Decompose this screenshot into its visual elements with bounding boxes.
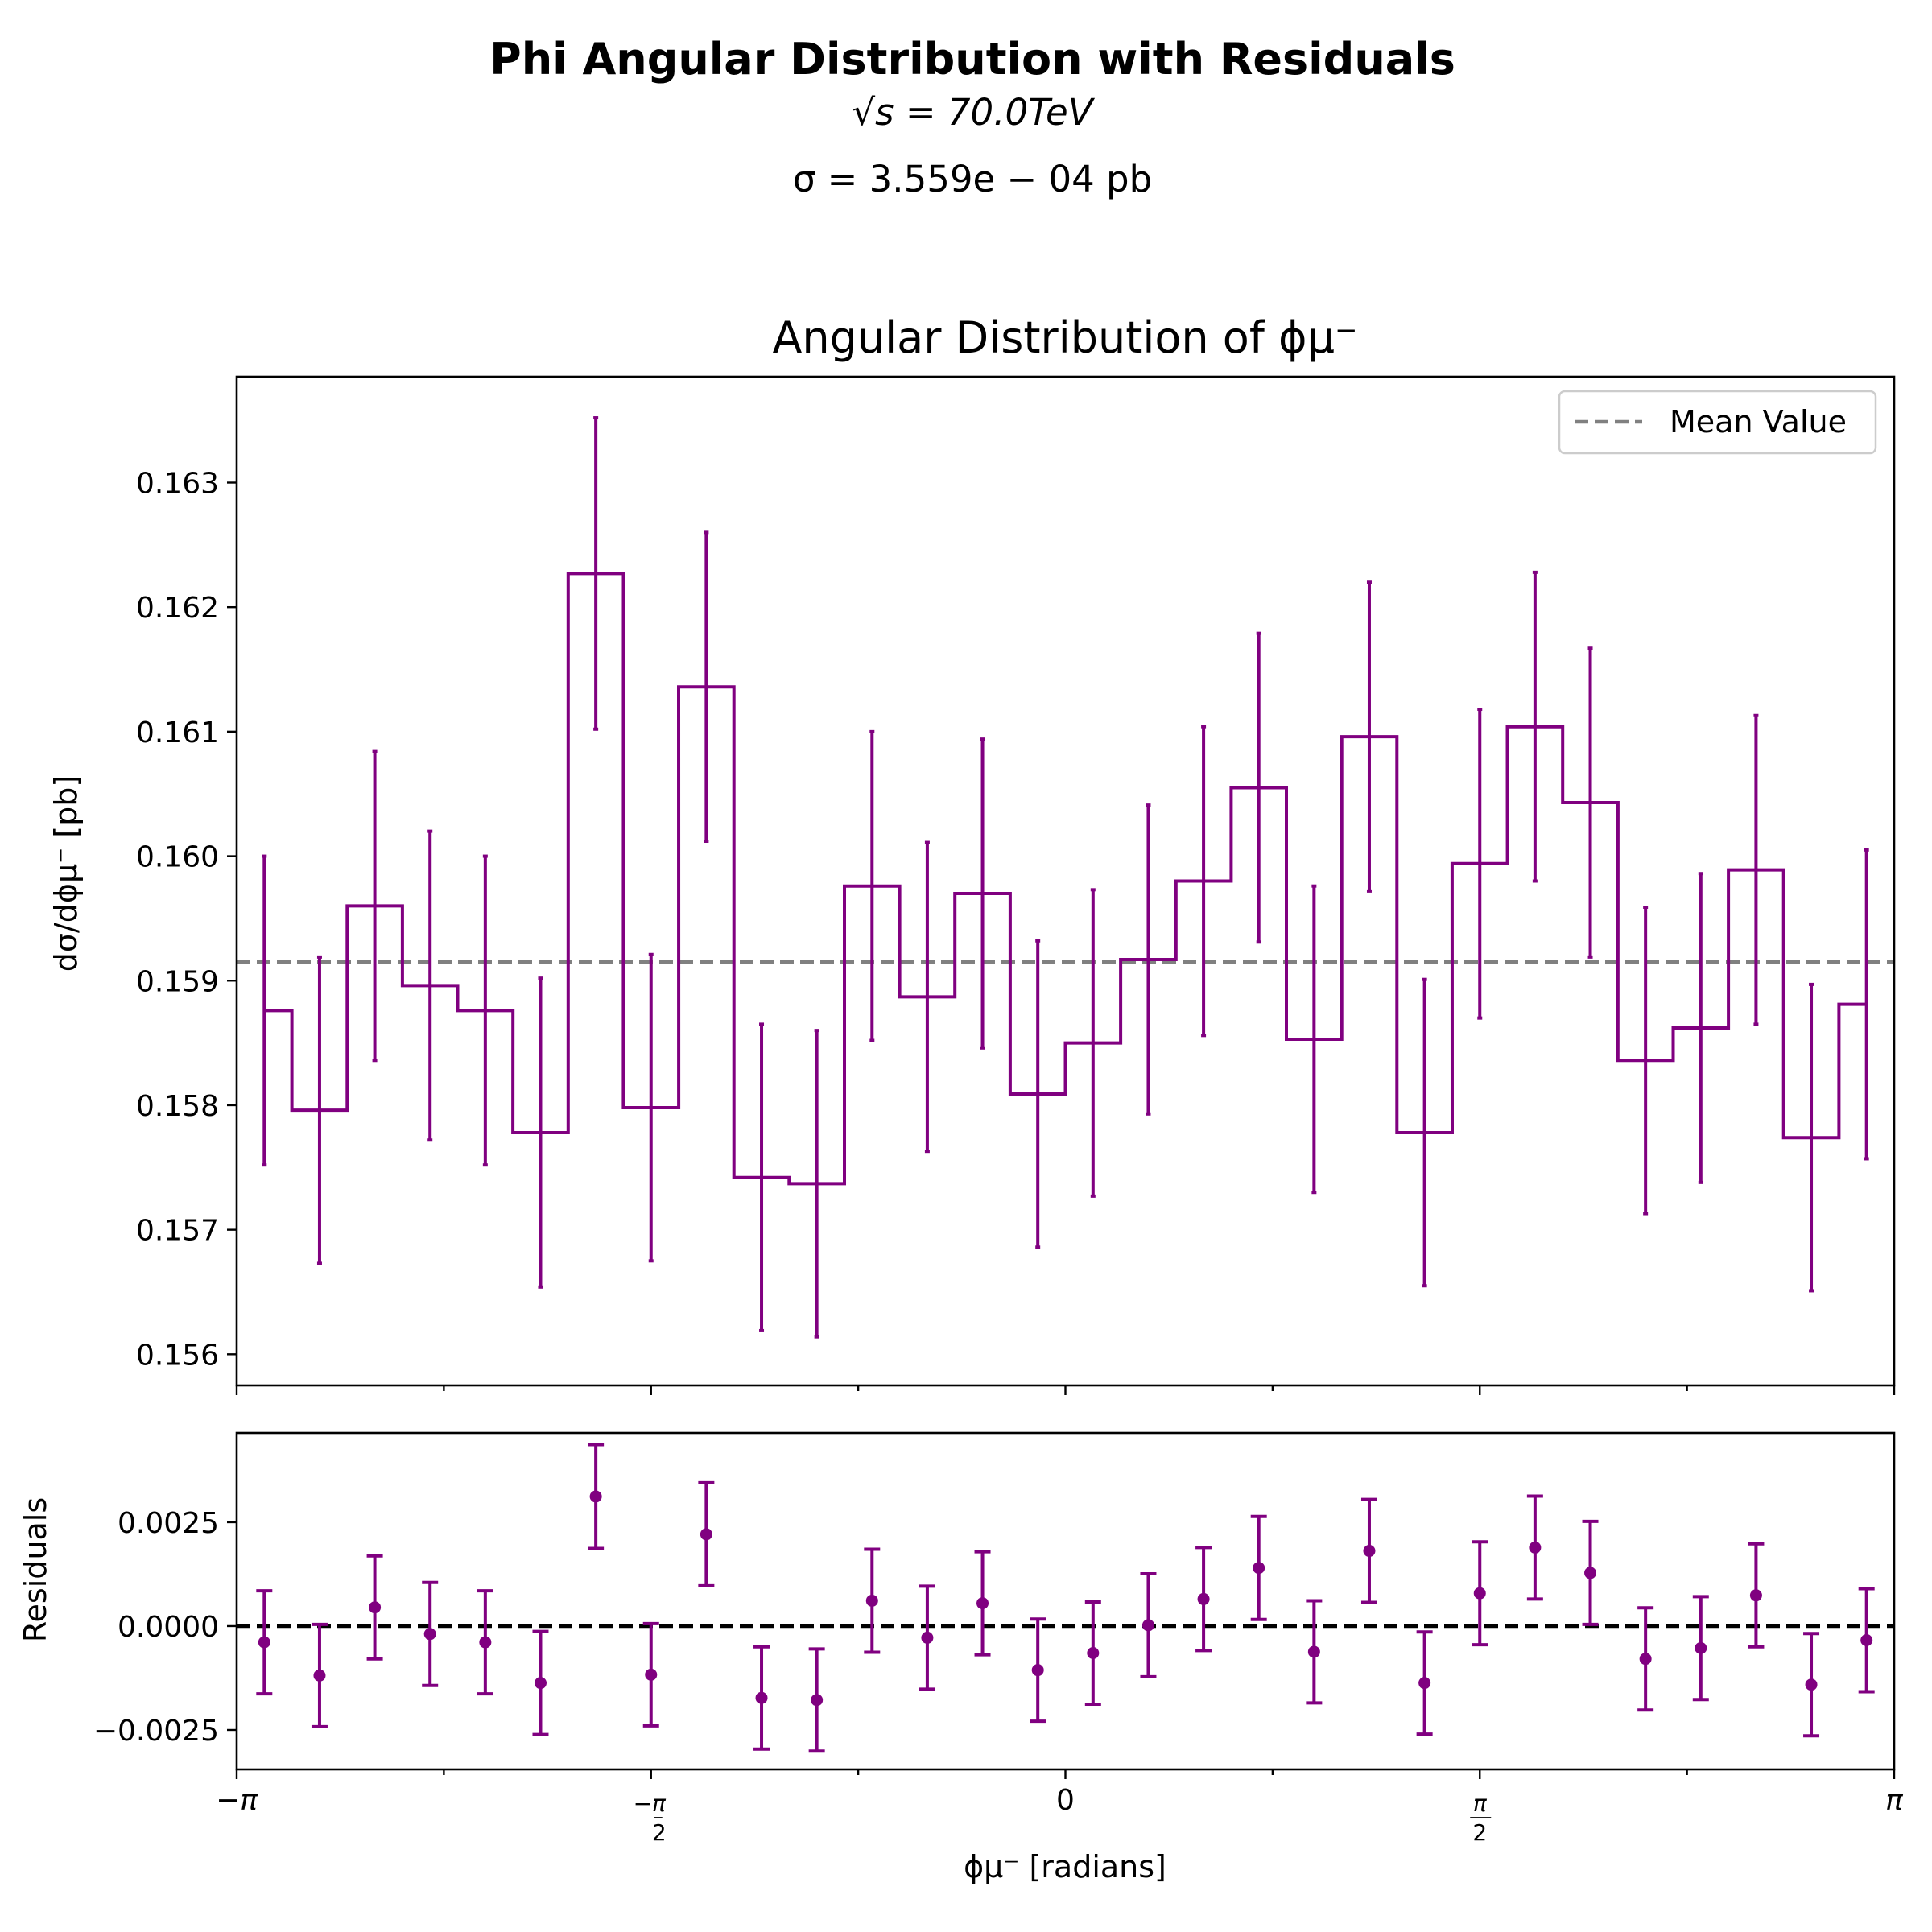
energy-label: √s = 70.0TeV bbox=[852, 91, 1095, 134]
residual-point bbox=[1749, 1589, 1762, 1602]
main-ytick-label: 0.158 bbox=[136, 1090, 219, 1123]
residuals-xtick-label: π bbox=[1473, 1790, 1488, 1817]
figure-suptitle: Phi Angular Distribution with Residuals bbox=[489, 34, 1455, 85]
main-ytick-label: 0.162 bbox=[136, 592, 219, 625]
main-ytick-label: 0.156 bbox=[136, 1339, 219, 1372]
residuals-xtick-label-den: 2 bbox=[652, 1819, 667, 1846]
residual-point bbox=[1639, 1653, 1652, 1666]
main-plot-frame bbox=[235, 375, 1896, 1387]
residuals-xlabel: ϕμ⁻ [radians] bbox=[964, 1849, 1166, 1885]
residual-point bbox=[645, 1668, 658, 1681]
residual-point bbox=[865, 1594, 878, 1607]
legend: Mean Value bbox=[1558, 390, 1877, 455]
residuals-points bbox=[256, 1443, 1875, 1753]
main-ytick-label: 0.161 bbox=[136, 716, 219, 749]
main-ytick-label: 0.157 bbox=[136, 1215, 219, 1248]
residual-point bbox=[1695, 1641, 1707, 1654]
residual-point bbox=[1418, 1677, 1431, 1690]
residual-point bbox=[1584, 1567, 1597, 1579]
residuals-ylabel: Residuals bbox=[18, 1497, 53, 1642]
main-plot-axes: Angular Distribution of ϕμ⁻ dσ/dϕμ⁻ [pb]… bbox=[48, 312, 1896, 1395]
main-plot-ylabel: dσ/dϕμ⁻ [pb] bbox=[48, 775, 84, 972]
residuals-ytick-label: 0.0000 bbox=[118, 1611, 219, 1644]
residuals-xticks: −π −π20 π2π bbox=[216, 1769, 1904, 1846]
residual-point bbox=[1805, 1678, 1818, 1691]
residual-point bbox=[479, 1636, 492, 1649]
residuals-ytick-label: 0.0025 bbox=[118, 1507, 219, 1540]
residual-point bbox=[534, 1677, 547, 1690]
main-plot-xticks bbox=[235, 1385, 1896, 1395]
residual-point bbox=[1031, 1664, 1044, 1677]
residual-point bbox=[423, 1628, 436, 1641]
residual-point bbox=[755, 1691, 768, 1704]
residuals-xtick-label-den: 2 bbox=[1472, 1819, 1487, 1846]
residual-point bbox=[1529, 1541, 1542, 1554]
residual-point bbox=[921, 1631, 934, 1644]
residual-point bbox=[1141, 1619, 1154, 1632]
residuals-plot-axes: Residuals ϕμ⁻ [radians] 0.0025 0.0000 −0.0… bbox=[18, 1431, 1904, 1885]
residual-point bbox=[976, 1597, 989, 1610]
residual-point bbox=[1253, 1562, 1265, 1575]
main-plot-errorbars bbox=[262, 416, 1869, 1339]
cross-section-label: σ = 3.559e − 04 pb bbox=[793, 158, 1152, 200]
residuals-xtick-label: −π bbox=[216, 1784, 258, 1817]
main-plot-yticks: 0.156 0.157 0.158 0.159 0.160 0.161 0.162 0.163 bbox=[136, 467, 237, 1372]
main-ytick-label: 0.163 bbox=[136, 467, 219, 500]
residual-point bbox=[313, 1669, 326, 1682]
residuals-xtick-label: 0 bbox=[1056, 1784, 1075, 1817]
residual-point bbox=[258, 1636, 270, 1649]
residual-point bbox=[1307, 1645, 1320, 1658]
residual-point bbox=[369, 1601, 382, 1614]
main-ytick-label: 0.159 bbox=[136, 965, 219, 998]
main-ytick-label: 0.160 bbox=[136, 841, 219, 874]
residual-point bbox=[1087, 1647, 1100, 1660]
legend-mean-label: Mean Value bbox=[1670, 404, 1847, 440]
residuals-plot-frame bbox=[235, 1431, 1896, 1771]
histogram-step-line bbox=[264, 572, 1867, 1186]
residual-point bbox=[811, 1694, 824, 1707]
main-plot-title: Angular Distribution of ϕμ⁻ bbox=[772, 312, 1357, 363]
residual-point bbox=[1473, 1587, 1486, 1600]
residual-point bbox=[1860, 1634, 1873, 1647]
residuals-xtick-label: π bbox=[1885, 1784, 1904, 1817]
residuals-yticks: 0.0025 0.0000 −0.0025 bbox=[93, 1507, 237, 1748]
residuals-ytick-label: −0.0025 bbox=[93, 1715, 219, 1748]
residuals-xtick-label: −π bbox=[634, 1790, 667, 1817]
residual-point bbox=[700, 1528, 712, 1541]
residual-point bbox=[1197, 1592, 1210, 1605]
residual-point bbox=[1363, 1545, 1376, 1558]
legend-box bbox=[1558, 390, 1877, 455]
residual-point bbox=[589, 1490, 602, 1503]
